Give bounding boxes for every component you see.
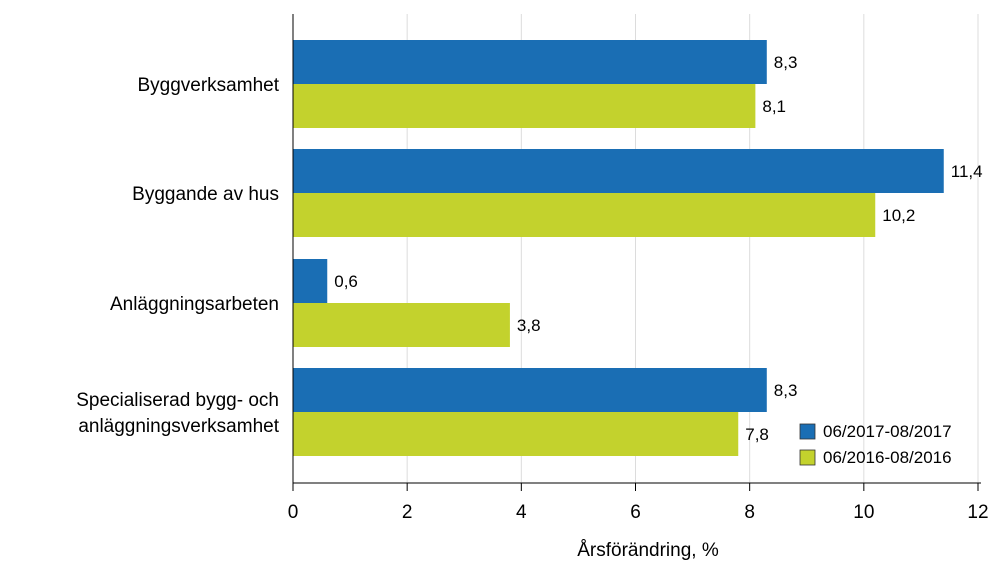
legend-swatch-0 [799, 423, 816, 440]
bar-2017-1 [293, 149, 944, 193]
x-tick-label: 6 [630, 502, 641, 523]
x-tick-label: 0 [288, 502, 299, 523]
x-tick-label: 2 [402, 502, 413, 523]
x-axis-title: Årsförändring, % [577, 540, 719, 561]
x-tick-label: 8 [744, 502, 755, 523]
data-label: 8,3 [774, 381, 798, 400]
data-label: 11,4 [951, 162, 983, 181]
bar-2017-2 [293, 259, 328, 303]
category-label: Specialiserad bygg- och [76, 390, 279, 411]
axes [292, 14, 981, 484]
data-label: 8,1 [762, 97, 786, 116]
bar-2016-2 [293, 303, 510, 347]
legend: 06/2017-08/2017 06/2016-08/2016 [799, 422, 952, 467]
legend-label: 06/2016-08/2016 [823, 448, 952, 467]
data-label: 0,6 [334, 272, 358, 291]
bar-2017-0 [293, 40, 767, 84]
bar-2016-3 [293, 412, 739, 456]
data-label: 8,3 [774, 53, 798, 72]
bar-2017-3 [293, 368, 767, 412]
data-label: 7,8 [745, 425, 769, 444]
category-label: Byggverksamhet [137, 75, 279, 96]
legend-label: 06/2017-08/2017 [823, 422, 952, 441]
category-label: anläggningsverksamhet [78, 416, 279, 437]
data-label: 3,8 [517, 316, 541, 335]
data-label: 10,2 [882, 206, 915, 225]
x-tick-label: 12 [967, 502, 988, 523]
bar-2016-1 [293, 193, 876, 237]
category-label: Anläggningsarbeten [110, 294, 279, 315]
bars [293, 40, 944, 456]
labels: 0 2 4 6 8 10 12 8,3 8,1 Byggverksamhet 11,4 10,2 Byg… [76, 53, 988, 523]
legend-swatch-1 [799, 449, 816, 466]
category-label: Byggande av hus [132, 184, 279, 205]
bar-2016-0 [293, 84, 756, 128]
x-tick-label: 4 [516, 502, 527, 523]
x-tick-label: 10 [853, 502, 874, 523]
